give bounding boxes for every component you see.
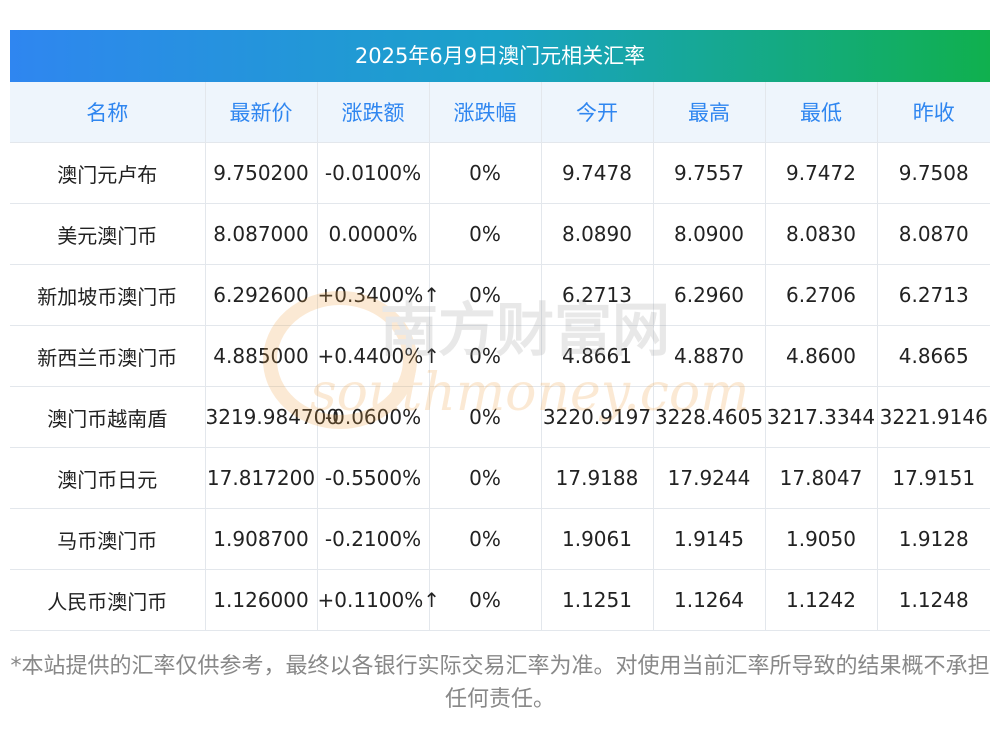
cell-low: 6.2706 (765, 264, 878, 326)
cell-change: +0.3400%↑ (317, 264, 440, 326)
cell-low: 3217.3344 (765, 386, 878, 448)
cell-latest: 8.087000 (205, 203, 318, 265)
column-header-prev-close: 昨收 (877, 82, 990, 143)
cell-open: 1.9061 (541, 508, 654, 570)
cell-low: 17.8047 (765, 447, 878, 509)
cell-change: -0.0100% (317, 142, 430, 204)
table-row: 美元澳门币 8.087000 0.0000% 0% 8.0890 8.0900 8.0830… (10, 203, 990, 265)
cell-low: 8.0830 (765, 203, 878, 265)
cell-low: 1.1242 (765, 569, 878, 631)
cell-open: 8.0890 (541, 203, 654, 265)
column-header-name: 名称 (10, 82, 206, 143)
table-row: 澳门币越南盾 3219.984700 -0.0600% 0% 3220.9197 3228… (10, 386, 990, 448)
column-header-high: 最高 (653, 82, 766, 143)
disclaimer-note: *本站提供的汇率仅供参考，最终以各银行实际交易汇率为准。对使用当前汇率所导致的结… (10, 654, 990, 712)
cell-high: 6.2960 (653, 264, 766, 326)
cell-latest: 6.292600 (205, 264, 318, 326)
cell-high: 3228.4605 (653, 386, 766, 448)
cell-open: 17.9188 (541, 447, 654, 509)
cell-change-pct: 0% (429, 264, 542, 326)
rates-table: 名称 最新价 涨跌额 涨跌幅 今开 最高 最低 昨收 澳门元卢布 9.750200… (10, 82, 990, 631)
table-row: 人民币澳门币 1.126000 +0.1100%↑ 0% 1.1251 1.1264 1.1… (10, 569, 990, 631)
cell-name: 澳门币日元 (10, 447, 206, 509)
cell-change-pct: 0% (429, 569, 542, 631)
cell-change-pct: 0% (429, 447, 542, 509)
column-header-change-pct: 涨跌幅 (429, 82, 542, 143)
cell-open: 3220.9197 (541, 386, 654, 448)
column-header-low: 最低 (765, 82, 878, 143)
cell-prev-close: 1.9128 (877, 508, 990, 570)
cell-change-pct: 0% (429, 508, 542, 570)
cell-latest: 9.750200 (205, 142, 318, 204)
table-row: 新西兰币澳门币 4.885000 +0.4400%↑ 0% 4.8661 4.8870 4.… (10, 325, 990, 387)
cell-high: 9.7557 (653, 142, 766, 204)
cell-prev-close: 6.2713 (877, 264, 990, 326)
table-row: 马币澳门币 1.908700 -0.2100% 0% 1.9061 1.9145 1.905… (10, 508, 990, 570)
cell-prev-close: 4.8665 (877, 325, 990, 387)
cell-name: 澳门元卢布 (10, 142, 206, 204)
cell-low: 9.7472 (765, 142, 878, 204)
cell-change: -0.2100% (317, 508, 430, 570)
table-row: 澳门元卢布 9.750200 -0.0100% 0% 9.7478 9.7557 9.747… (10, 142, 990, 204)
page-title: 2025年6月9日澳门元相关汇率 (10, 30, 990, 82)
cell-name: 马币澳门币 (10, 508, 206, 570)
cell-open: 1.1251 (541, 569, 654, 631)
cell-low: 1.9050 (765, 508, 878, 570)
cell-latest: 3219.984700 (205, 386, 339, 448)
cell-change: 0.0000% (317, 203, 430, 265)
cell-name: 新加坡币澳门币 (10, 264, 206, 326)
cell-prev-close: 1.1248 (877, 569, 990, 631)
cell-high: 4.8870 (653, 325, 766, 387)
cell-change: +0.1100%↑ (317, 569, 440, 631)
cell-name: 美元澳门币 (10, 203, 206, 265)
cell-change: -0.0600% (317, 386, 430, 448)
cell-open: 6.2713 (541, 264, 654, 326)
cell-prev-close: 17.9151 (877, 447, 990, 509)
column-header-change: 涨跌额 (317, 82, 430, 143)
cell-change-pct: 0% (429, 386, 542, 448)
cell-open: 4.8661 (541, 325, 654, 387)
cell-name: 人民币澳门币 (10, 569, 206, 631)
column-header-open: 今开 (541, 82, 654, 143)
cell-change-pct: 0% (429, 203, 542, 265)
cell-open: 9.7478 (541, 142, 654, 204)
cell-high: 8.0900 (653, 203, 766, 265)
cell-change-pct: 0% (429, 142, 542, 204)
cell-high: 17.9244 (653, 447, 766, 509)
table-row: 澳门币日元 17.817200 -0.5500% 0% 17.9188 17.9244 17… (10, 447, 990, 509)
cell-change: +0.4400%↑ (317, 325, 440, 387)
cell-latest: 1.126000 (205, 569, 318, 631)
cell-change: -0.5500% (317, 447, 430, 509)
cell-name: 新西兰币澳门币 (10, 325, 206, 387)
cell-high: 1.1264 (653, 569, 766, 631)
cell-prev-close: 3221.9146 (877, 386, 990, 448)
cell-latest: 4.885000 (205, 325, 318, 387)
cell-low: 4.8600 (765, 325, 878, 387)
table-row: 新加坡币澳门币 6.292600 +0.3400%↑ 0% 6.2713 6.2960 6.… (10, 264, 990, 326)
cell-prev-close: 9.7508 (877, 142, 990, 204)
cell-prev-close: 8.0870 (877, 203, 990, 265)
cell-latest: 1.908700 (205, 508, 318, 570)
table-header-row: 名称 最新价 涨跌额 涨跌幅 今开 最高 最低 昨收 (10, 82, 990, 143)
cell-latest: 17.817200 (205, 447, 318, 509)
cell-name: 澳门币越南盾 (10, 386, 206, 448)
cell-change-pct: 0% (429, 325, 542, 387)
column-header-latest: 最新价 (205, 82, 318, 143)
cell-high: 1.9145 (653, 508, 766, 570)
